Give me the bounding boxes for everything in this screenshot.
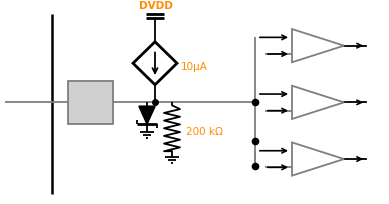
Text: −: − bbox=[296, 162, 304, 172]
Text: +: + bbox=[296, 32, 304, 42]
Polygon shape bbox=[292, 142, 344, 176]
Text: 10μA: 10μA bbox=[181, 62, 208, 72]
Text: +: + bbox=[296, 146, 304, 156]
Polygon shape bbox=[139, 106, 155, 124]
Text: +: + bbox=[296, 89, 304, 99]
Text: −: − bbox=[296, 49, 304, 59]
Polygon shape bbox=[292, 29, 344, 62]
Text: 200 kΩ: 200 kΩ bbox=[186, 127, 223, 137]
Bar bbox=[68, 81, 113, 124]
Polygon shape bbox=[133, 42, 177, 85]
Polygon shape bbox=[292, 86, 344, 119]
Text: DVDD: DVDD bbox=[139, 1, 173, 11]
Text: −: − bbox=[296, 106, 304, 116]
